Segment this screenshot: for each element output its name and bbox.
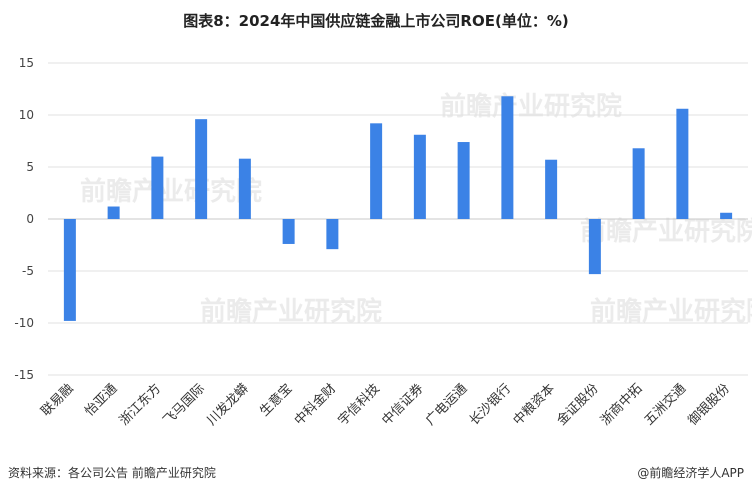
y-tick-label: 10 [19, 108, 34, 122]
bar [195, 119, 208, 219]
x-tick-label: 浙商中拓 [598, 381, 645, 428]
bar [632, 148, 645, 219]
bar [238, 158, 251, 219]
y-tick-label: 5 [26, 160, 34, 174]
x-tick-label: 中信证券 [379, 381, 427, 429]
y-tick-label: -10 [14, 316, 34, 330]
x-tick-label: 生意宝 [257, 381, 296, 420]
source-note: 资料来源：各公司公告 前瞻产业研究院 [8, 466, 216, 480]
x-tick-label: 金证股份 [554, 381, 602, 429]
bar [151, 156, 164, 219]
bar [282, 219, 295, 244]
x-tick-label: 怡亚通 [82, 381, 120, 419]
x-tick-label: 中粮资本 [511, 381, 558, 428]
bar [720, 212, 733, 219]
x-tick-label: 川发龙蟒 [204, 381, 252, 429]
bar [545, 159, 558, 219]
bar [588, 219, 601, 275]
watermark-4: 前瞻产业研究院 [580, 216, 752, 247]
watermark-group: 前瞻产业研究院 前瞻产业研究院 前瞻产业研究院 前瞻产业研究院 前瞻产业研究院 [80, 91, 752, 327]
x-tick-label: 飞马国际 [161, 381, 208, 428]
chart-title: 图表8：2024年中国供应链金融上市公司ROE(单位：%) [183, 12, 569, 30]
x-tick-label: 广电运通 [423, 381, 470, 428]
brand-credit: @前瞻经济学人APP [637, 466, 744, 480]
bar [501, 96, 514, 219]
x-tick-label: 浙江东方 [116, 381, 164, 429]
x-tick-label: 中科金财 [291, 381, 339, 429]
y-tick-label: 0 [26, 212, 34, 226]
watermark-2: 前瞻产业研究院 [440, 91, 622, 122]
y-axis: 15 10 5 0 -5 -10 -15 [14, 56, 34, 382]
x-tick-label: 宇信科技 [336, 381, 383, 428]
bar [676, 108, 689, 219]
y-tick-label: -15 [14, 368, 34, 382]
x-tick-label: 御银股份 [686, 381, 733, 428]
bars [63, 96, 733, 321]
y-tick-label: 15 [19, 56, 34, 70]
watermark-3: 前瞻产业研究院 [200, 296, 382, 327]
bar [107, 206, 120, 219]
bar [63, 219, 76, 321]
gridlines [48, 62, 748, 376]
bar [457, 142, 470, 219]
watermark-1: 前瞻产业研究院 [80, 176, 262, 207]
x-tick-label: 长沙银行 [467, 381, 514, 428]
watermark-5: 前瞻产业研究院 [590, 296, 752, 327]
x-tick-label: 联易融 [39, 381, 77, 419]
bar [413, 134, 426, 219]
bar [370, 123, 383, 219]
y-tick-label: -5 [22, 264, 34, 278]
x-tick-label: 五洲交通 [641, 381, 689, 429]
bar [326, 219, 339, 250]
